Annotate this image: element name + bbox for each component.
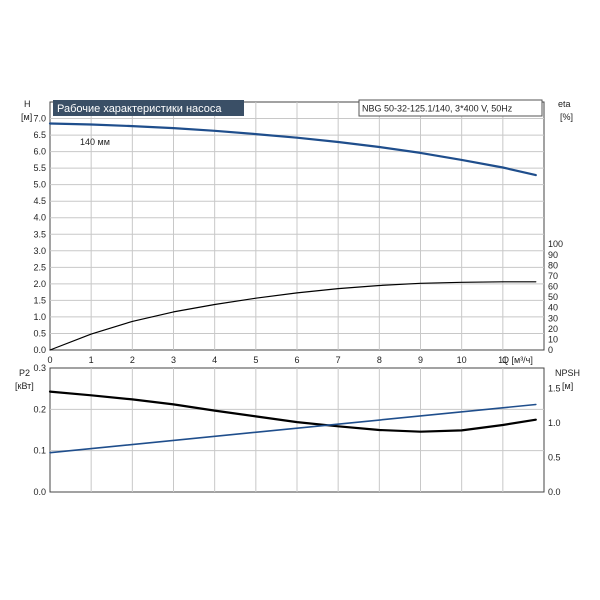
x-tick-label: 9 xyxy=(418,355,423,365)
y-right-tick-label: 60 xyxy=(548,282,558,292)
eta-axis-unit: [%] xyxy=(560,112,573,122)
y-left-tick-label: 4.5 xyxy=(33,196,46,206)
npsh-axis-unit: [м] xyxy=(562,381,573,391)
top-series xyxy=(48,122,537,351)
top-series-1-line xyxy=(49,281,537,351)
y-left-tick-label: 5.0 xyxy=(33,180,46,190)
y-left-tick-label: 0.3 xyxy=(33,363,46,373)
y-left-tick-label: 1.0 xyxy=(33,312,46,322)
top-series-0-line xyxy=(48,122,537,177)
y-right-tick-label: 30 xyxy=(548,313,558,323)
top-panel: 0 1 2 3 4 5 6 7 8 9 10 11 0.0 0.5 1.0 1.5 2.0 2.5 3.0 3.5 4.… xyxy=(21,99,573,365)
y-right-tick-label: 10 xyxy=(548,334,558,344)
y-left-tick-label: 0.5 xyxy=(33,328,46,338)
bottom-series-1-line xyxy=(49,403,537,454)
top-grid xyxy=(50,102,544,350)
h-axis-unit: [м] xyxy=(21,112,32,122)
y-right-tick-label: 1.0 xyxy=(548,418,561,428)
model-label: NBG 50-32-125.1/140, 3*400 V, 50Hz xyxy=(362,104,513,114)
p2-axis-label: P2 xyxy=(19,368,30,378)
x-tick-label: 2 xyxy=(130,355,135,365)
y-right-tick-label: 0.5 xyxy=(548,453,561,463)
x-tick-label: 1 xyxy=(89,355,94,365)
bottom-ticks: 0.0 0.1 0.2 0.3 0.0 0.5 1.0 1.5 xyxy=(33,363,560,497)
q-axis-label: Q [м³/ч] xyxy=(502,355,533,365)
y-right-tick-label: 50 xyxy=(548,292,558,302)
y-right-tick-label: 0.0 xyxy=(548,487,561,497)
x-tick-label: 11 xyxy=(498,355,507,365)
y-left-tick-label: 6.5 xyxy=(33,130,46,140)
y-left-tick-label: 6.0 xyxy=(33,147,46,157)
x-tick-label: 5 xyxy=(253,355,258,365)
y-right-tick-label: 40 xyxy=(548,303,558,313)
x-tick-label: 7 xyxy=(336,355,341,365)
bottom-grid xyxy=(50,368,544,492)
x-tick-label: 0 xyxy=(47,355,52,365)
top-ticks: 0 1 2 3 4 5 6 7 8 9 10 11 0.0 0.5 1.0 1.5 2.0 2.5 3.0 3.5 4.… xyxy=(33,114,563,365)
eta-axis-label: eta xyxy=(558,99,571,109)
y-right-tick-label: 90 xyxy=(548,250,558,260)
y-right-tick-label: 100 xyxy=(548,239,563,249)
y-left-tick-label: 0.1 xyxy=(33,446,46,456)
bottom-series-0-line xyxy=(48,390,537,433)
title-box xyxy=(53,100,244,116)
y-right-tick-label: 1.5 xyxy=(548,384,561,394)
h-axis-label: H xyxy=(24,99,31,109)
y-left-tick-label: 4.0 xyxy=(33,213,46,223)
y-left-tick-label: 1.5 xyxy=(33,295,46,305)
bottom-panel: 0.0 0.1 0.2 0.3 0.0 0.5 1.0 1.5 P2 [кВт] NPSH [… xyxy=(15,363,580,497)
model-box xyxy=(358,99,543,117)
p2-axis-unit: [кВт] xyxy=(15,381,34,391)
bottom-series xyxy=(48,390,537,454)
impeller-annotation: 140 мм xyxy=(80,137,110,147)
x-tick-label: 8 xyxy=(377,355,382,365)
x-tick-label: 3 xyxy=(171,355,176,365)
x-tick-label: 4 xyxy=(212,355,217,365)
y-left-tick-label: 0.0 xyxy=(33,487,46,497)
y-left-tick-label: 5.5 xyxy=(33,163,46,173)
y-left-tick-label: 2.0 xyxy=(33,279,46,289)
y-left-tick-label: 3.5 xyxy=(33,229,46,239)
y-left-tick-label: 0.2 xyxy=(33,404,46,414)
y-right-tick-label: 80 xyxy=(548,260,558,270)
y-right-tick-label: 70 xyxy=(548,271,558,281)
x-tick-label: 10 xyxy=(457,355,467,365)
chart-title: Рабочие характеристики насоса xyxy=(57,103,222,115)
x-tick-label: 6 xyxy=(294,355,299,365)
y-left-tick-label: 0.0 xyxy=(33,345,46,355)
y-right-tick-label: 20 xyxy=(548,324,558,334)
y-left-tick-label: 7.0 xyxy=(33,114,46,124)
y-left-tick-label: 2.5 xyxy=(33,262,46,272)
npsh-axis-label: NPSH xyxy=(555,368,580,378)
y-left-tick-label: 3.0 xyxy=(33,246,46,256)
y-right-tick-label: 0 xyxy=(548,345,553,355)
